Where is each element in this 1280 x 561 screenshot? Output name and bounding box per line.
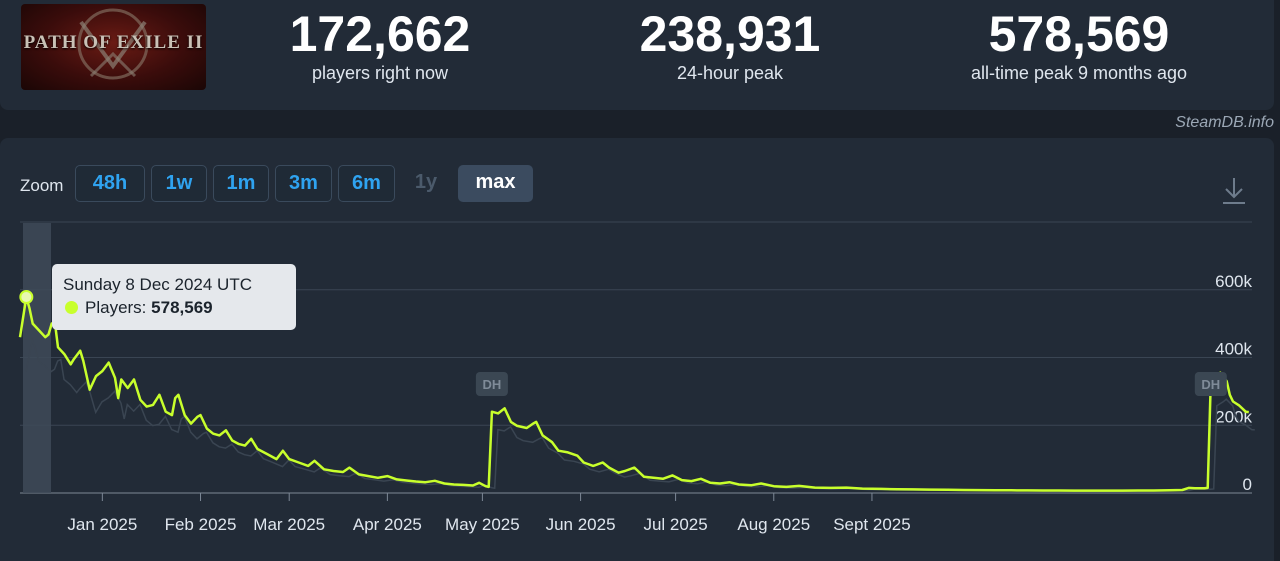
tooltip-players: Players: 578,569 <box>85 298 213 318</box>
stat-24h-peak: 238,931 24-hour peak <box>580 6 880 84</box>
game-logo[interactable]: PATH OF EXILE II <box>21 4 206 90</box>
x-tick-label: Jan 2025 <box>67 515 137 534</box>
event-annotation-badge <box>475 372 508 396</box>
game-logo-text: PATH OF EXILE II <box>23 32 204 53</box>
tooltip-value: 578,569 <box>151 298 213 317</box>
players-shadow-line <box>25 337 1255 492</box>
x-tick-label: Sept 2025 <box>833 515 911 534</box>
all-time-peak-value: 578,569 <box>988 6 1170 62</box>
stat-all-time-peak: 578,569 all-time peak 9 months ago <box>929 6 1229 84</box>
event-annotation: DH <box>475 372 508 396</box>
y-axis-ticks: 0 200k 400k 600k <box>1215 272 1252 494</box>
steamdb-credit[interactable]: SteamDB.info <box>1175 114 1274 131</box>
event-annotation-label: DH <box>483 377 502 392</box>
peak-24h-label: 24-hour peak <box>676 63 784 83</box>
event-annotation: DH <box>1194 372 1227 396</box>
event-annotation-badge <box>1194 372 1227 396</box>
current-players-value: 172,662 <box>289 6 471 62</box>
zoom-3m-button[interactable]: 3m <box>275 165 332 202</box>
summary-panel: PATH OF EXILE II 172,662 players right n… <box>0 0 1274 110</box>
y-tick-label: 600k <box>1215 272 1252 291</box>
chart-tooltip: Sunday 8 Dec 2024 UTC Players: 578,569 <box>52 264 296 330</box>
x-tick-label: Apr 2025 <box>353 515 422 534</box>
tooltip-series-label: Players: <box>85 298 147 317</box>
hover-highlight-band <box>23 223 51 493</box>
current-players-label: players right now <box>311 63 449 83</box>
zoom-1w-button[interactable]: 1w <box>151 165 207 202</box>
x-tick-label: May 2025 <box>445 515 520 534</box>
download-icon[interactable] <box>1220 176 1248 206</box>
y-tick-label: 0 <box>1243 475 1252 494</box>
x-tick-label: Jul 2025 <box>643 515 707 534</box>
players-series-line[interactable] <box>18 295 1249 492</box>
y-tick-label: 200k <box>1215 407 1252 426</box>
peak-24h-value: 238,931 <box>639 6 821 62</box>
x-tick-label: Aug 2025 <box>737 515 810 534</box>
x-tick-label: Mar 2025 <box>253 515 325 534</box>
zoom-max-button[interactable]: max <box>458 165 533 202</box>
tooltip-date: Sunday 8 Dec 2024 UTC <box>63 275 252 294</box>
y-tick-label: 400k <box>1215 340 1252 359</box>
x-axis-ticks: Jan 2025 Feb 2025 Mar 2025 Apr 2025 May 2025… <box>67 493 911 534</box>
stat-current: 172,662 players right now <box>230 6 530 84</box>
event-annotation-label: DH <box>1201 377 1220 392</box>
game-logo-art <box>77 8 149 80</box>
chart-grid <box>20 221 1252 494</box>
zoom-1m-button[interactable]: 1m <box>213 165 269 202</box>
peak-marker <box>19 290 34 305</box>
x-tick-label: Jun 2025 <box>546 515 616 534</box>
zoom-6m-button[interactable]: 6m <box>338 165 395 202</box>
x-tick-label: Feb 2025 <box>165 515 237 534</box>
zoom-label: Zoom <box>20 176 64 195</box>
series-dot-icon <box>65 301 78 314</box>
event-annotations: DH DH <box>475 372 1227 396</box>
zoom-48h-button[interactable]: 48h <box>75 165 145 202</box>
all-time-peak-label: all-time peak 9 months ago <box>970 63 1188 83</box>
zoom-1y-button: 1y <box>414 171 438 193</box>
